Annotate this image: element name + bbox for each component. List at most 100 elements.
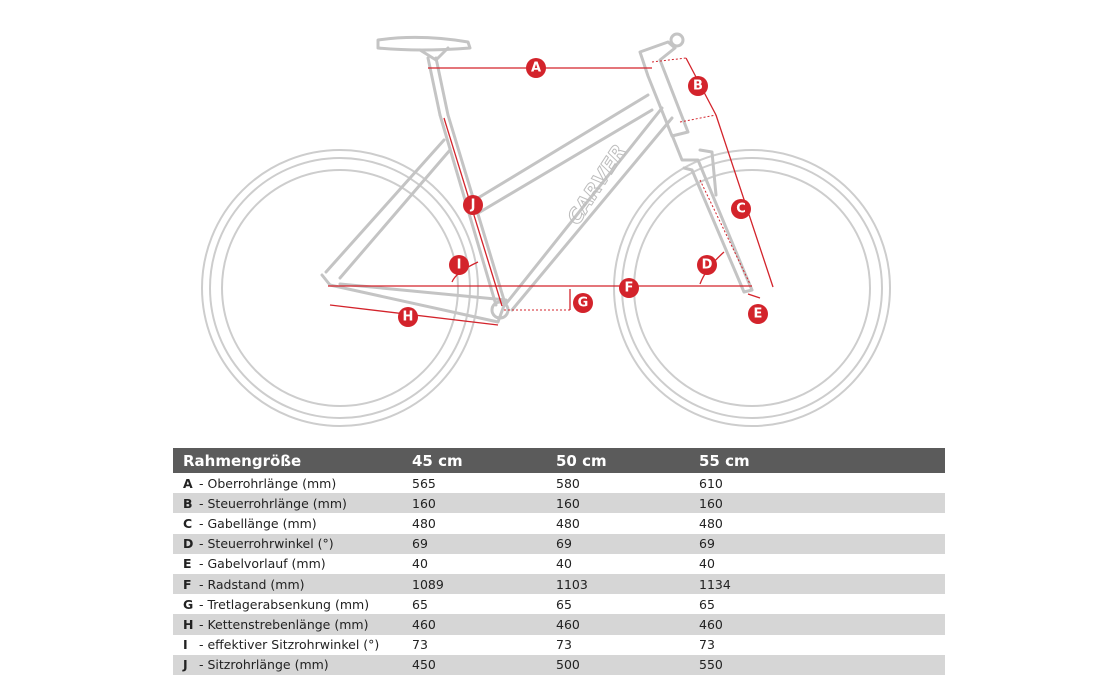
header-50: 50 cm <box>556 448 699 473</box>
row-label-text: - Sitzrohrlänge (mm) <box>199 657 329 673</box>
value-50: 1103 <box>556 573 699 595</box>
table-row: F - Radstand (mm) 1089 1103 1134 <box>173 573 945 595</box>
row-label: B - Steuerrohrlänge (mm) <box>173 493 412 514</box>
row-label-text: - effektiver Sitzrohrwinkel (°) <box>199 637 380 653</box>
row-label-text: - Steuerrohrwinkel (°) <box>199 536 334 552</box>
marker-a: A <box>526 58 546 78</box>
value-50: 65 <box>556 596 572 612</box>
marker-c: C <box>731 199 751 219</box>
value-55: 73 <box>699 637 715 653</box>
row-label: G - Tretlagerabsenkung (mm) <box>173 594 412 614</box>
geometry-table: Rahmengröße 45 cm 50 cm 55 cm A - Oberroh… <box>173 448 945 675</box>
row-label: E - Gabelvorlauf (mm) <box>173 554 412 574</box>
table-row: H- Kettenstrebenlänge (mm) 460 460 460 <box>173 614 945 635</box>
dimension-lines <box>328 57 774 326</box>
rear-wheel <box>201 149 479 427</box>
value-50: 40 <box>556 556 572 572</box>
value-50: 69 <box>556 533 699 554</box>
row-label-text: - Oberrohrlänge (mm) <box>199 475 337 491</box>
svg-text:B: B <box>693 79 703 94</box>
row-letter: B <box>183 495 193 511</box>
table-row: D- Steuerrohrwinkel (°) 69 69 69 <box>173 533 945 554</box>
value-55: 160 <box>699 493 945 514</box>
row-letter: C <box>183 515 193 531</box>
row-letter: J <box>183 657 188 673</box>
table-row: E - Gabelvorlauf (mm) 40 40 40 <box>173 554 945 574</box>
table-row: J - Sitzrohrlänge (mm) 450 500 550 <box>173 654 945 675</box>
row-label: C - Gabellänge (mm) <box>173 513 412 533</box>
svg-text:F: F <box>625 281 634 296</box>
value-55: 480 <box>699 515 723 531</box>
value-45: 69 <box>412 533 556 554</box>
value-45: 460 <box>412 614 556 635</box>
row-letter: H <box>183 616 194 632</box>
row-label: J - Sitzrohrlänge (mm) <box>173 654 412 675</box>
row-label: H - Kettenstrebenlänge (mm) <box>173 614 412 635</box>
brand-logo: CARVER <box>562 140 631 229</box>
marker-d: D <box>697 255 717 275</box>
header-45: 45 cm <box>412 448 556 473</box>
svg-text:I: I <box>457 258 462 273</box>
value-55: 69 <box>699 533 945 554</box>
row-letter: D <box>183 536 194 552</box>
svg-text:A: A <box>531 61 541 76</box>
header-frame-size: Rahmengröße <box>173 448 412 473</box>
row-letter: F <box>183 576 192 592</box>
row-label: I - effektiver Sitzrohrwinkel (°) <box>173 635 412 655</box>
table-header: Rahmengröße 45 cm 50 cm 55 cm <box>173 448 945 473</box>
value-45: 565 <box>412 475 436 491</box>
svg-text:J: J <box>470 198 476 213</box>
value-55: 610 <box>699 475 723 491</box>
value-55: 460 <box>699 614 945 635</box>
marker-h: H <box>398 307 418 327</box>
row-label: F - Radstand (mm) <box>173 573 412 595</box>
value-45: 65 <box>412 596 428 612</box>
row-label: A - Oberrohrlänge (mm) <box>173 473 412 493</box>
dimension-badges: A B C D E F G H I J <box>398 58 768 327</box>
row-label: D - Steuerrohrwinkel (°) <box>173 533 412 554</box>
value-50: 73 <box>556 637 572 653</box>
header-55: 55 cm <box>699 448 945 473</box>
value-50: 460 <box>556 614 699 635</box>
row-label-text: - Kettenstrebenlänge (mm) <box>199 616 369 632</box>
row-letter: G <box>183 596 194 612</box>
svg-text:G: G <box>578 296 589 311</box>
marker-g: G <box>573 293 593 313</box>
marker-j: J <box>463 195 483 215</box>
value-45: 1089 <box>412 573 556 595</box>
value-50: 160 <box>556 493 699 514</box>
value-50: 580 <box>556 475 580 491</box>
row-letter: E <box>183 556 192 572</box>
svg-text:D: D <box>702 258 713 273</box>
row-label-text: - Radstand (mm) <box>199 576 305 592</box>
value-50: 500 <box>556 654 699 675</box>
table-row: I - effektiver Sitzrohrwinkel (°) 73 73 73 <box>173 635 945 655</box>
row-label-text: - Gabellänge (mm) <box>199 515 317 531</box>
value-45: 40 <box>412 556 428 572</box>
value-45: 450 <box>412 654 556 675</box>
row-label-text: - Tretlagerabsenkung (mm) <box>199 596 370 612</box>
row-label-text: - Gabelvorlauf (mm) <box>199 556 326 572</box>
svg-text:E: E <box>754 307 763 322</box>
value-45: 73 <box>412 637 428 653</box>
svg-text:H: H <box>403 310 414 325</box>
marker-i: I <box>449 255 469 275</box>
table-row: C - Gabellänge (mm) 480 480 480 <box>173 513 945 533</box>
value-55: 550 <box>699 654 945 675</box>
row-letter: A <box>183 475 193 491</box>
value-50: 480 <box>556 515 580 531</box>
bike-geometry-diagram: CARVER A B C D E F G H I J <box>201 32 891 427</box>
marker-b: B <box>688 76 708 96</box>
value-45: 480 <box>412 515 436 531</box>
row-letter: I <box>183 637 188 653</box>
table-row: B- Steuerrohrlänge (mm) 160 160 160 <box>173 493 945 514</box>
svg-text:C: C <box>736 202 746 217</box>
marker-f: F <box>619 278 639 298</box>
value-45: 160 <box>412 493 556 514</box>
value-55: 1134 <box>699 573 945 595</box>
value-55: 65 <box>699 596 715 612</box>
row-label-text: - Steuerrohrlänge (mm) <box>199 495 347 511</box>
marker-e: E <box>748 304 768 324</box>
value-55: 40 <box>699 556 715 572</box>
table-row: G - Tretlagerabsenkung (mm) 65 65 65 <box>173 594 945 614</box>
